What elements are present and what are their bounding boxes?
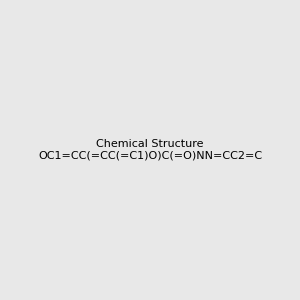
Text: Chemical Structure
OC1=CC(=CC(=C1)O)C(=O)NN=CC2=C: Chemical Structure OC1=CC(=CC(=C1)O)C(=O…: [38, 139, 262, 161]
